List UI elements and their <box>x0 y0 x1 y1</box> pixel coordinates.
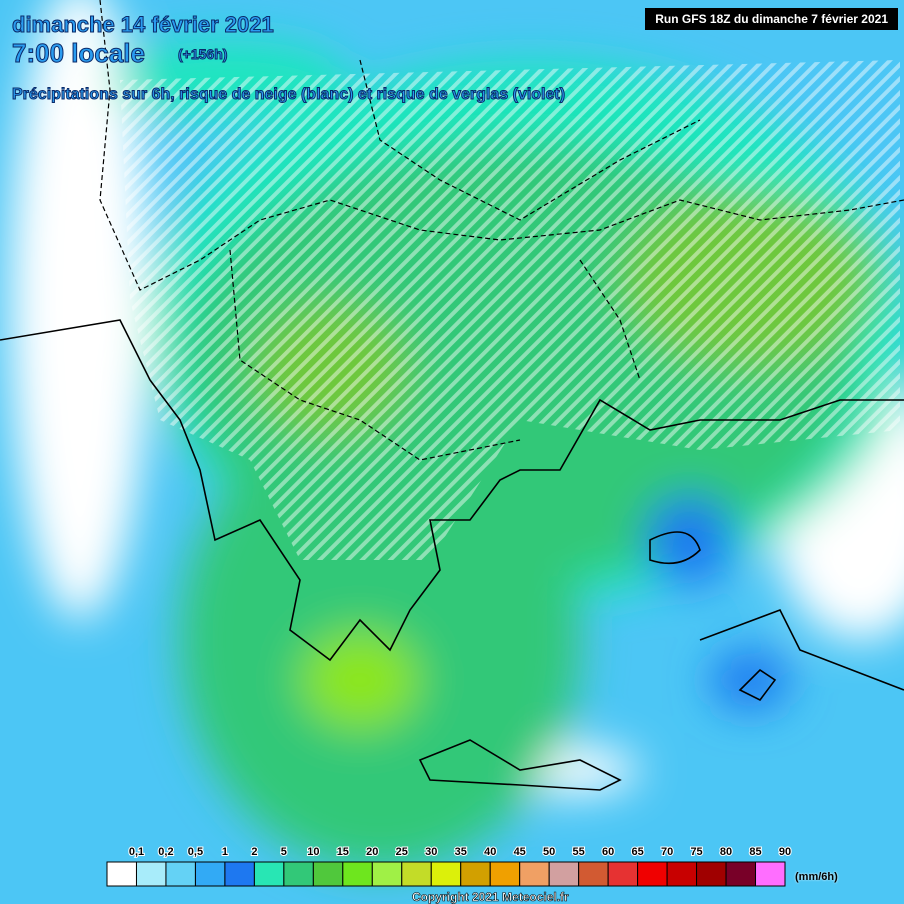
copyright: Copyright 2021 Meteociel.fr <box>412 890 569 904</box>
date: dimanche 14 février 2021 <box>12 12 275 38</box>
subtitle: Précipitations sur 6h, risque de neige (… <box>11 86 566 104</box>
run-info: Run GFS 18Z du dimanche 7 février 2021 <box>645 8 898 30</box>
legend-unit: (mm/6h) <box>795 871 838 883</box>
lead-time: (+156h) <box>177 46 228 63</box>
time: 7:00 locale <box>12 38 146 69</box>
